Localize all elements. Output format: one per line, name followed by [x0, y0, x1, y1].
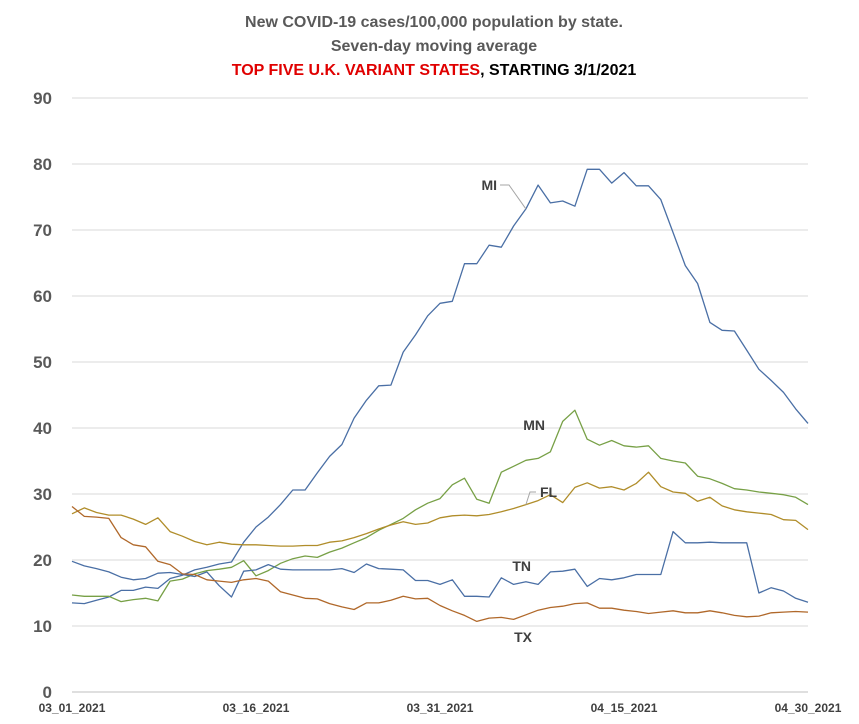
x-tick-label: 03_31_2021	[407, 701, 474, 715]
y-tick-label: 30	[33, 485, 52, 504]
series-label-tn: TN	[512, 558, 531, 574]
y-tick-label: 20	[33, 551, 52, 570]
y-tick-label: 90	[33, 89, 52, 108]
chart-title-line-2: Seven-day moving average	[331, 38, 537, 55]
y-tick-label: 40	[33, 419, 52, 438]
x-tick-label: 03_16_2021	[223, 701, 290, 715]
x-tick-label: 03_01_2021	[39, 701, 106, 715]
series-line-mi	[71, 168, 809, 605]
series-line-tx	[71, 505, 809, 623]
y-tick-label: 50	[33, 353, 52, 372]
series-lines	[71, 168, 809, 623]
series-label-tx: TX	[514, 629, 533, 645]
chart-subtitle: TOP FIVE U.K. VARIANT STATES, STARTING 3…	[232, 62, 637, 79]
y-tick-label: 80	[33, 155, 52, 174]
chart-subtitle-red: TOP FIVE U.K. VARIANT STATES	[232, 62, 481, 79]
chart-title-line-1: New COVID-19 cases/100,000 population by…	[245, 14, 623, 31]
y-axis-ticks: 0 10 20 30 40 50 60 70 80 90	[33, 89, 52, 702]
leader-line	[525, 491, 536, 505]
series-label-mi: MI	[481, 177, 497, 193]
y-tick-label: 70	[33, 221, 52, 240]
series-labels: MI MN FL TN TX	[481, 177, 557, 645]
y-tick-label: 60	[33, 287, 52, 306]
y-tick-label: 0	[43, 683, 52, 702]
chart-subtitle-black: , STARTING 3/1/2021	[480, 62, 636, 79]
leader-line	[500, 184, 527, 210]
series-line-mn	[71, 409, 809, 603]
series-label-fl: FL	[540, 484, 558, 500]
x-tick-label: 04_30_2021	[775, 701, 842, 715]
y-tick-label: 10	[33, 617, 52, 636]
x-tick-label: 04_15_2021	[591, 701, 658, 715]
series-line-fl	[71, 471, 809, 547]
series-line-tn	[71, 530, 809, 603]
gridlines	[72, 97, 808, 693]
x-axis-ticks: 03_01_2021 03_16_2021 03_31_2021 04_15_2021…	[39, 701, 842, 715]
series-label-mn: MN	[523, 417, 545, 433]
